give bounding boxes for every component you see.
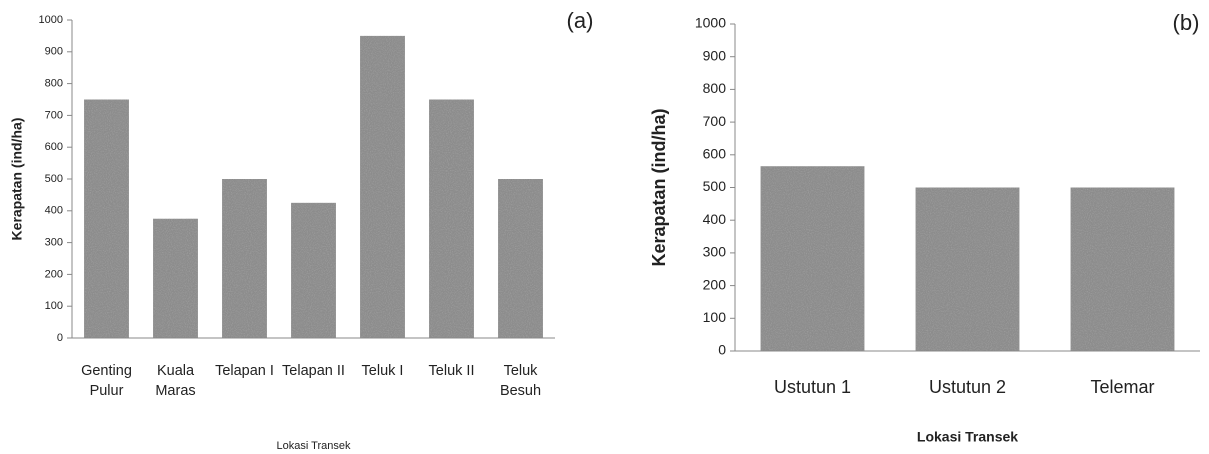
x-tick-label: Telapan II bbox=[282, 363, 345, 379]
y-tick-label: 0 bbox=[57, 332, 63, 344]
x-tick-label: Teluk I bbox=[361, 363, 404, 379]
x-tick-label: Ustutun 2 bbox=[928, 377, 1007, 397]
bar bbox=[84, 99, 129, 338]
bar bbox=[915, 187, 1020, 351]
y-tick-label: 400 bbox=[703, 211, 727, 227]
y-tick-label: 1000 bbox=[695, 15, 726, 31]
x-axis-label: Lokasi Transek bbox=[277, 440, 351, 452]
y-tick-label: 500 bbox=[703, 178, 727, 194]
y-tick-label: 0 bbox=[718, 342, 726, 358]
y-tick-label: 600 bbox=[45, 141, 63, 153]
y-tick-label: 400 bbox=[45, 205, 63, 217]
x-tick-label: Teluk II bbox=[428, 363, 475, 379]
x-tick-label: Kuala Maras bbox=[155, 363, 196, 399]
y-tick-label: 800 bbox=[45, 78, 63, 90]
bar bbox=[1070, 187, 1175, 351]
y-tick-label: 100 bbox=[45, 300, 63, 312]
panel-label: (b) bbox=[1173, 10, 1200, 35]
x-axis-label: Lokasi Transek bbox=[917, 429, 1018, 445]
x-tick-label: Teluk Besuh bbox=[499, 363, 542, 399]
bar bbox=[360, 35, 405, 339]
bar bbox=[429, 99, 474, 338]
y-tick-label: 700 bbox=[45, 109, 63, 121]
y-tick-label: 300 bbox=[45, 237, 63, 249]
y-axis-label: Kerapatan (ind/ha) bbox=[649, 108, 669, 266]
bar bbox=[291, 202, 336, 338]
x-tick-label: Telapan I bbox=[215, 363, 274, 379]
y-axis-label: Kerapatan (ind/ha) bbox=[9, 118, 25, 241]
y-tick-label: 900 bbox=[45, 46, 63, 58]
x-tick-label: Ustutun 1 bbox=[773, 377, 852, 397]
bar bbox=[222, 179, 267, 338]
y-tick-label: 200 bbox=[45, 268, 63, 280]
y-tick-label: 1000 bbox=[39, 14, 63, 26]
bar bbox=[498, 179, 543, 338]
bar bbox=[153, 218, 198, 338]
y-tick-label: 500 bbox=[45, 173, 63, 185]
y-tick-label: 700 bbox=[703, 113, 727, 129]
x-tick-label: Genting Pulur bbox=[81, 363, 132, 399]
y-tick-label: 100 bbox=[703, 309, 727, 325]
y-tick-label: 600 bbox=[703, 146, 727, 162]
x-tick-label: Telemar bbox=[1090, 377, 1155, 397]
panel-label: (a) bbox=[567, 8, 594, 33]
y-tick-label: 200 bbox=[703, 276, 727, 292]
bar bbox=[760, 166, 865, 351]
y-tick-label: 300 bbox=[703, 244, 727, 260]
y-tick-label: 800 bbox=[703, 80, 727, 96]
y-tick-label: 900 bbox=[703, 47, 727, 63]
